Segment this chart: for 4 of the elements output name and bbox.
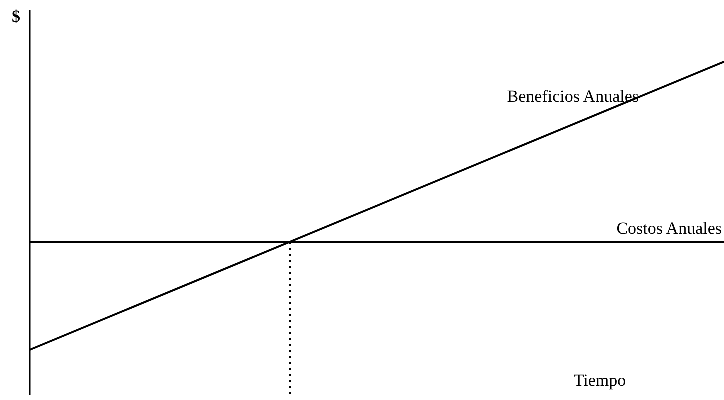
y-axis-title: $ — [12, 7, 21, 26]
series-label: Beneficios Anuales — [507, 87, 639, 106]
series-label: Costos Anuales — [616, 219, 722, 238]
x-axis-title: Tiempo — [574, 371, 626, 390]
